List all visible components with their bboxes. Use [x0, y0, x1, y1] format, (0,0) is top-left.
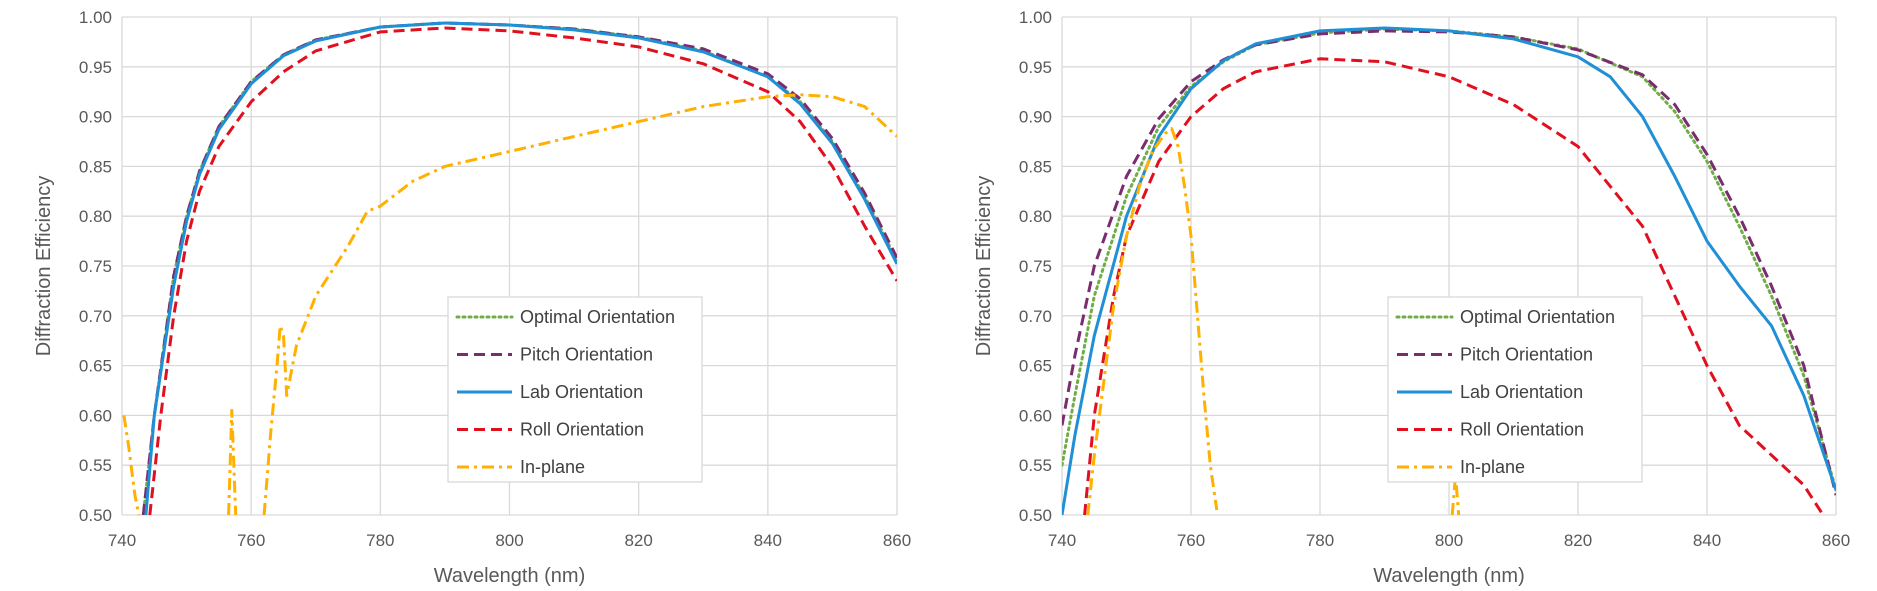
y-tick-label: 0.75	[1019, 257, 1052, 276]
x-axis-title: Wavelength (nm)	[1373, 565, 1525, 587]
series-line-pitch-orientation	[1062, 29, 1836, 496]
x-tick-label: 780	[1306, 531, 1334, 550]
legend: Optimal Orientation Pitch Orientation Lab …	[447, 296, 703, 483]
x-tick-label: 860	[883, 531, 911, 550]
chart-2: 0.50 0.55 0.60 0.65 0.70 0.75 0.80 0.85 0.90 0.95…	[973, 8, 1850, 587]
x-tick-label: 760	[237, 531, 265, 550]
x-tick-label: 820	[1564, 531, 1592, 550]
legend: Optimal Orientation Pitch Orientation Lab …	[1387, 296, 1643, 483]
legend-label: Lab Orientation	[520, 382, 643, 402]
y-tick-label: 0.65	[79, 357, 112, 376]
y-tick-label: 0.90	[79, 108, 112, 127]
legend-label: Optimal Orientation	[520, 307, 675, 327]
y-axis-title: Diffraction Efficiency	[973, 176, 995, 356]
series-line-in-plane	[1086, 127, 1219, 515]
legend-box	[447, 296, 703, 483]
legend-label: Pitch Orientation	[520, 345, 653, 365]
legend-label: Lab Orientation	[1460, 382, 1583, 402]
y-tick-label: 0.55	[1019, 456, 1052, 475]
y-tick-label: 0.80	[79, 207, 112, 226]
x-tick-label: 840	[754, 531, 782, 550]
legend-label: Roll Orientation	[520, 420, 644, 440]
y-tick-label: 0.90	[1019, 108, 1052, 127]
y-tick-label: 0.70	[1019, 307, 1052, 326]
y-tick-label: 0.85	[79, 157, 112, 176]
legend-label: In-plane	[1460, 457, 1525, 477]
x-tick-label: 800	[1435, 531, 1463, 550]
chart-1: 0.50 0.55 0.60 0.65 0.70 0.75 0.80 0.85 0.90 0.95…	[33, 8, 911, 587]
x-tick-label: 860	[1822, 531, 1850, 550]
series-line-roll-orientation	[1083, 57, 1825, 515]
y-tick-label: 0.70	[79, 307, 112, 326]
x-tick-label: 740	[108, 531, 136, 550]
y-tick-label: 0.60	[1019, 406, 1052, 425]
x-tick-label: 780	[366, 531, 394, 550]
y-tick-label: 0.95	[1019, 58, 1052, 77]
legend-label: Pitch Orientation	[1460, 345, 1593, 365]
series-line-in-plane	[122, 415, 141, 515]
series-group	[122, 21, 897, 515]
y-tick-label: 0.75	[79, 257, 112, 276]
x-axis-title: Wavelength (nm)	[434, 565, 586, 587]
y-tick-label: 0.50	[79, 506, 112, 525]
y-tick-label: 0.85	[1019, 157, 1052, 176]
y-tick-label: 0.95	[79, 58, 112, 77]
x-tick-label: 800	[495, 531, 523, 550]
y-tick-label: 0.60	[79, 406, 112, 425]
legend-label: In-plane	[520, 457, 585, 477]
y-tick-label: 0.50	[1019, 506, 1052, 525]
legend-label: Roll Orientation	[1460, 420, 1584, 440]
y-tick-label: 1.00	[79, 8, 112, 27]
series-line-lab-orientation	[144, 21, 897, 515]
series-line-roll-orientation	[148, 26, 897, 515]
x-tick-label: 840	[1693, 531, 1721, 550]
series-line-in-plane	[262, 93, 897, 515]
y-tick-label: 0.65	[1019, 357, 1052, 376]
y-tick-label: 1.00	[1019, 8, 1052, 27]
x-tick-label: 740	[1048, 531, 1076, 550]
series-line-in-plane	[227, 408, 238, 515]
legend-box	[1387, 296, 1643, 483]
legend-label: Optimal Orientation	[1460, 307, 1615, 327]
series-group	[1062, 26, 1836, 515]
y-axis-title: Diffraction Efficiency	[33, 176, 55, 356]
x-tick-label: 760	[1177, 531, 1205, 550]
y-tick-label: 0.55	[79, 456, 112, 475]
y-tick-label: 0.80	[1019, 207, 1052, 226]
x-tick-label: 820	[624, 531, 652, 550]
